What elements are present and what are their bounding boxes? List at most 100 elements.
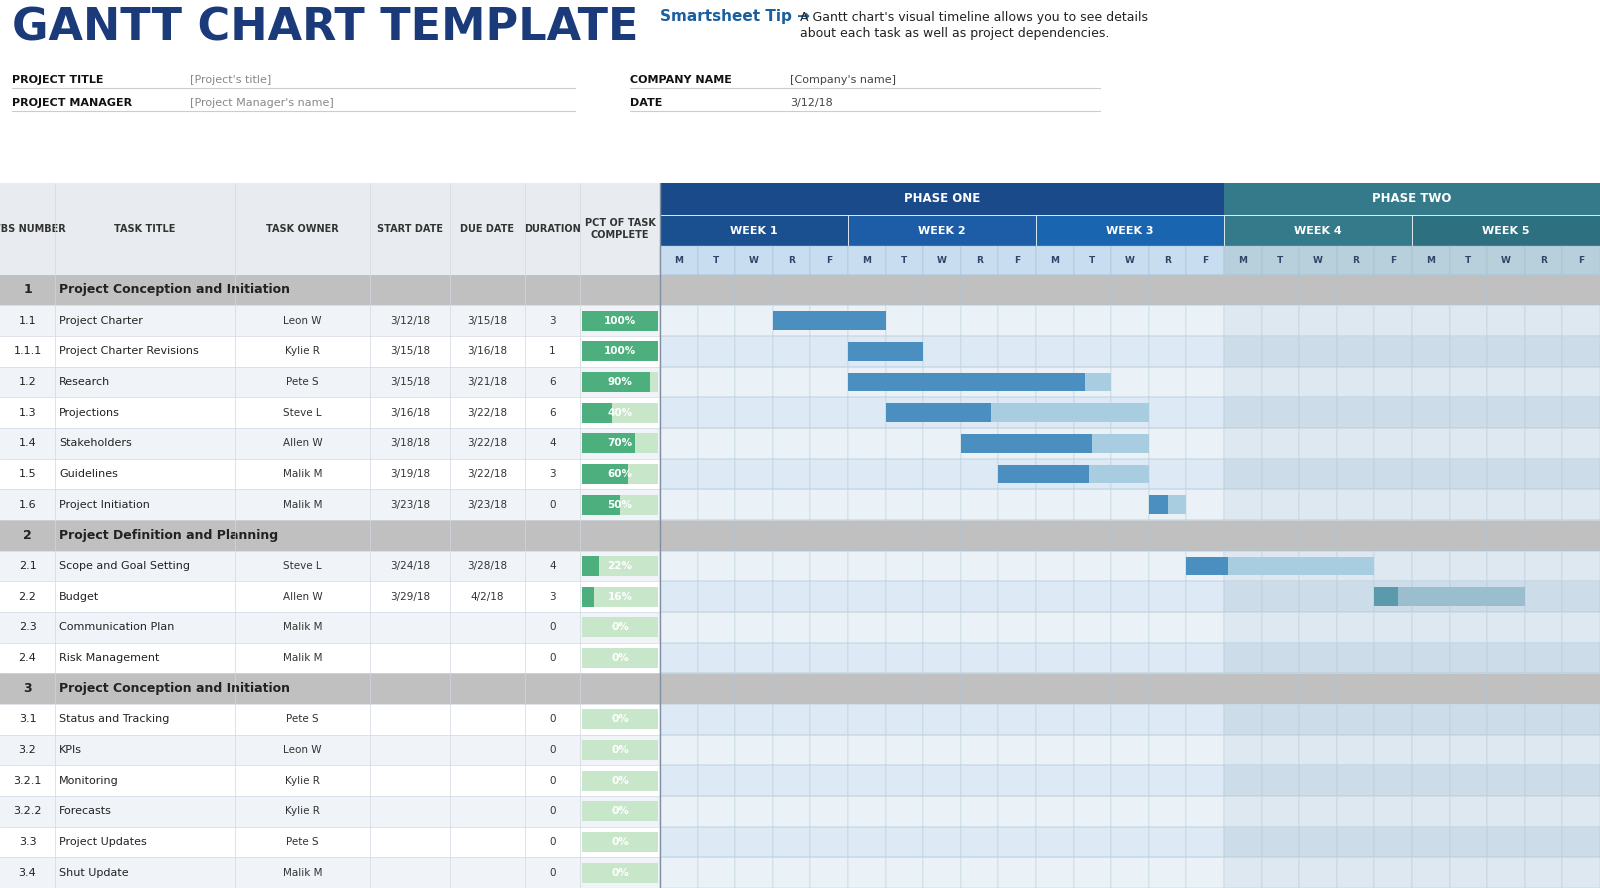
Bar bbox=[773, 305, 810, 336]
Bar bbox=[923, 397, 960, 428]
Bar bbox=[1338, 274, 1374, 305]
Bar bbox=[1374, 397, 1413, 428]
Bar bbox=[1187, 827, 1224, 857]
Text: 3.2.2: 3.2.2 bbox=[13, 806, 42, 816]
Bar bbox=[886, 403, 1149, 422]
Bar bbox=[998, 274, 1037, 305]
Bar bbox=[698, 582, 736, 612]
Bar bbox=[1261, 459, 1299, 489]
Bar bbox=[1488, 397, 1525, 428]
Text: Project Initiation: Project Initiation bbox=[59, 500, 150, 510]
Bar bbox=[1074, 765, 1110, 796]
Bar bbox=[582, 341, 658, 361]
Bar bbox=[998, 612, 1037, 643]
Bar bbox=[886, 489, 923, 520]
Bar bbox=[1488, 274, 1525, 305]
Bar bbox=[1413, 520, 1450, 551]
Bar bbox=[1149, 765, 1186, 796]
Bar bbox=[736, 428, 773, 459]
Bar bbox=[582, 495, 621, 515]
Text: Pete S: Pete S bbox=[286, 837, 318, 847]
Bar bbox=[773, 459, 810, 489]
Bar bbox=[661, 643, 698, 673]
Text: M: M bbox=[674, 256, 683, 265]
Bar bbox=[923, 274, 960, 305]
Bar bbox=[1149, 489, 1186, 520]
Bar bbox=[1149, 496, 1168, 514]
Bar bbox=[1488, 827, 1525, 857]
Bar bbox=[960, 489, 998, 520]
Bar bbox=[1299, 643, 1338, 673]
Bar bbox=[1299, 247, 1338, 274]
Bar bbox=[1110, 827, 1149, 857]
Text: PHASE TWO: PHASE TWO bbox=[1373, 193, 1451, 205]
Text: 3/22/18: 3/22/18 bbox=[467, 408, 507, 417]
Bar bbox=[886, 403, 990, 422]
Bar bbox=[1037, 489, 1074, 520]
Bar bbox=[1110, 551, 1149, 582]
Text: 0: 0 bbox=[549, 622, 555, 632]
Text: M: M bbox=[1426, 256, 1435, 265]
Bar bbox=[1450, 612, 1486, 643]
Text: 0: 0 bbox=[549, 806, 555, 816]
Bar bbox=[1149, 582, 1186, 612]
Text: Guidelines: Guidelines bbox=[59, 469, 118, 479]
Bar bbox=[1450, 643, 1486, 673]
Bar bbox=[1261, 582, 1299, 612]
Bar bbox=[1525, 397, 1562, 428]
Bar bbox=[1450, 551, 1486, 582]
Bar bbox=[810, 551, 848, 582]
Bar bbox=[1299, 551, 1338, 582]
Bar bbox=[1374, 673, 1413, 704]
Text: T: T bbox=[714, 256, 720, 265]
Bar bbox=[661, 336, 698, 367]
Bar bbox=[773, 520, 810, 551]
Bar bbox=[998, 827, 1037, 857]
Bar bbox=[698, 827, 736, 857]
Bar bbox=[1413, 336, 1450, 367]
Bar bbox=[1450, 459, 1486, 489]
Bar bbox=[1450, 796, 1486, 827]
Text: WEEK 4: WEEK 4 bbox=[1294, 226, 1342, 235]
Bar bbox=[661, 612, 698, 643]
Text: 3/15/18: 3/15/18 bbox=[390, 346, 430, 356]
Bar bbox=[1374, 827, 1413, 857]
Bar bbox=[1450, 734, 1486, 765]
Bar bbox=[1299, 367, 1338, 397]
Bar bbox=[848, 274, 886, 305]
Text: F: F bbox=[1390, 256, 1397, 265]
Text: W: W bbox=[1501, 256, 1510, 265]
Bar bbox=[1413, 857, 1450, 888]
Bar bbox=[1074, 612, 1110, 643]
Bar bbox=[960, 434, 1093, 453]
Bar bbox=[582, 402, 658, 423]
Bar bbox=[1562, 765, 1600, 796]
Text: T: T bbox=[1090, 256, 1096, 265]
Bar bbox=[848, 489, 886, 520]
Bar bbox=[582, 832, 658, 852]
Bar bbox=[1187, 397, 1224, 428]
Bar bbox=[698, 734, 736, 765]
Bar bbox=[1261, 397, 1299, 428]
Bar bbox=[1187, 551, 1224, 582]
Bar bbox=[960, 612, 998, 643]
Bar bbox=[736, 551, 773, 582]
Bar bbox=[810, 520, 848, 551]
Bar bbox=[1374, 612, 1413, 643]
Text: Leon W: Leon W bbox=[283, 315, 322, 326]
Bar bbox=[698, 397, 736, 428]
Text: R: R bbox=[789, 256, 795, 265]
Bar bbox=[1110, 765, 1149, 796]
Bar bbox=[1525, 428, 1562, 459]
Bar bbox=[848, 247, 886, 274]
Bar bbox=[1338, 247, 1374, 274]
Bar bbox=[886, 305, 923, 336]
Bar bbox=[582, 587, 594, 607]
Text: R: R bbox=[1541, 256, 1547, 265]
Text: 3/29/18: 3/29/18 bbox=[390, 591, 430, 602]
Bar bbox=[1525, 336, 1562, 367]
Text: Monitoring: Monitoring bbox=[59, 775, 118, 786]
Text: 3.2.1: 3.2.1 bbox=[13, 775, 42, 786]
Bar bbox=[698, 247, 736, 274]
Bar bbox=[582, 433, 635, 453]
